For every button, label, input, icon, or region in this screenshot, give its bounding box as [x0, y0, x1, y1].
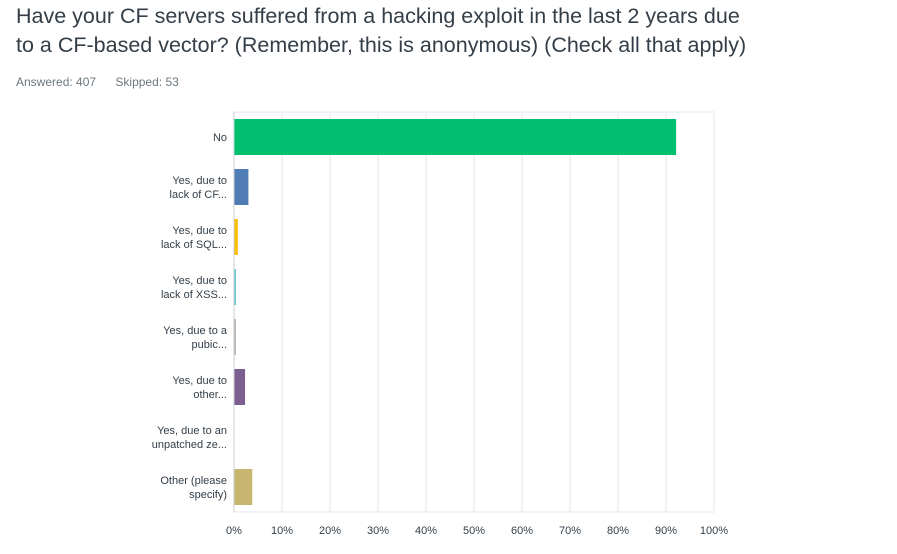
x-tick-label: 30% — [367, 525, 389, 537]
answered-count: Answered: 407 — [16, 75, 97, 89]
bar — [234, 319, 236, 355]
bar — [234, 169, 249, 205]
category-label: Yes, due to — [172, 175, 227, 187]
bar — [234, 369, 246, 405]
bar — [234, 269, 236, 305]
category-label: lack of XSS... — [161, 289, 227, 301]
category-label: Yes, due to — [172, 225, 227, 237]
question-line-1: Have your CF servers suffered from a hac… — [16, 4, 740, 28]
category-label: Yes, due to — [172, 275, 227, 287]
category-label: lack of SQL... — [161, 239, 227, 251]
x-tick-label: 40% — [415, 525, 437, 537]
category-label: specify) — [189, 489, 227, 501]
x-tick-label: 70% — [559, 525, 581, 537]
x-tick-label: 80% — [607, 525, 629, 537]
category-label: Yes, due to a — [163, 325, 228, 337]
x-tick-label: 20% — [319, 525, 341, 537]
skipped-count: Skipped: 53 — [115, 75, 179, 89]
x-tick-label: 90% — [655, 525, 677, 537]
response-stats: Answered: 407 Skipped: 53 — [16, 75, 195, 89]
category-label: No — [213, 132, 227, 144]
x-tick-label: 100% — [700, 525, 728, 537]
bar — [234, 119, 677, 155]
category-label: lack of CF... — [170, 189, 227, 201]
category-label: pubic... — [192, 339, 227, 351]
x-tick-label: 60% — [511, 525, 533, 537]
category-label: other... — [193, 389, 227, 401]
question-title: Have your CF servers suffered from a hac… — [16, 2, 886, 60]
category-label: Yes, due to — [172, 375, 227, 387]
x-tick-label: 0% — [226, 525, 242, 537]
category-label: Other (please — [160, 475, 227, 487]
category-label: unpatched ze... — [152, 439, 227, 451]
bar — [234, 219, 238, 255]
category-label: Yes, due to an — [157, 425, 227, 437]
x-tick-label: 50% — [463, 525, 485, 537]
bar — [234, 469, 253, 505]
question-line-2: to a CF-based vector? (Remember, this is… — [16, 33, 747, 57]
x-tick-label: 10% — [271, 525, 293, 537]
